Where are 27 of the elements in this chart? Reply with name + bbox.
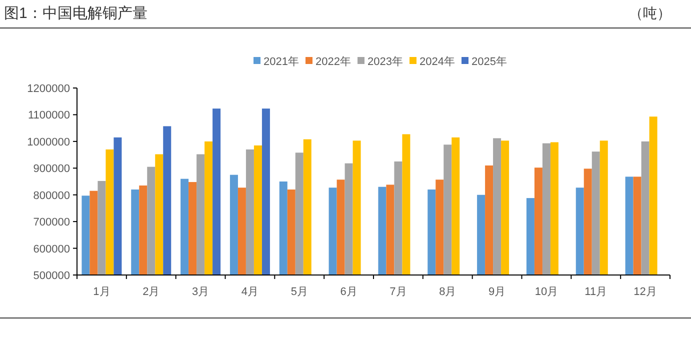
legend-label: 2025年 [472,56,507,68]
x-tick-label: 8月 [439,286,456,298]
legend-label: 2021年 [264,56,299,68]
legend-label: 2024年 [420,56,455,68]
legend-label: 2022年 [316,56,351,68]
text: （吨） [629,5,671,21]
chart-title: 图1：中国电解铜产量 [4,5,148,22]
x-tick-label: 11月 [584,286,608,298]
y-tick-label: 700000 [33,216,70,229]
y-tick-label: 1100000 [28,110,70,122]
x-tick-label: 12月 [634,286,657,298]
x-tick-label: 2月 [142,286,160,298]
x-tick-label: 9月 [488,286,506,298]
x-tick-label: 1月 [93,286,110,298]
x-tick-label: 4月 [241,286,259,298]
x-tick-label: 7月 [390,286,407,298]
y-tick-label: 500000 [33,270,70,282]
y-tick-label: 1200000 [27,83,70,95]
x-tick-label: 3月 [192,286,210,298]
x-tick-label: 10月 [534,286,558,298]
x-tick-label: 5月 [290,286,308,298]
legend-label: 2023年 [368,56,403,68]
y-tick-label: 1000000 [27,136,70,148]
x-tick-label: 6月 [340,286,358,298]
y-tick-label: 900000 [33,163,70,176]
y-tick-label: 800000 [33,190,70,202]
y-tick-label: 600000 [33,243,70,256]
